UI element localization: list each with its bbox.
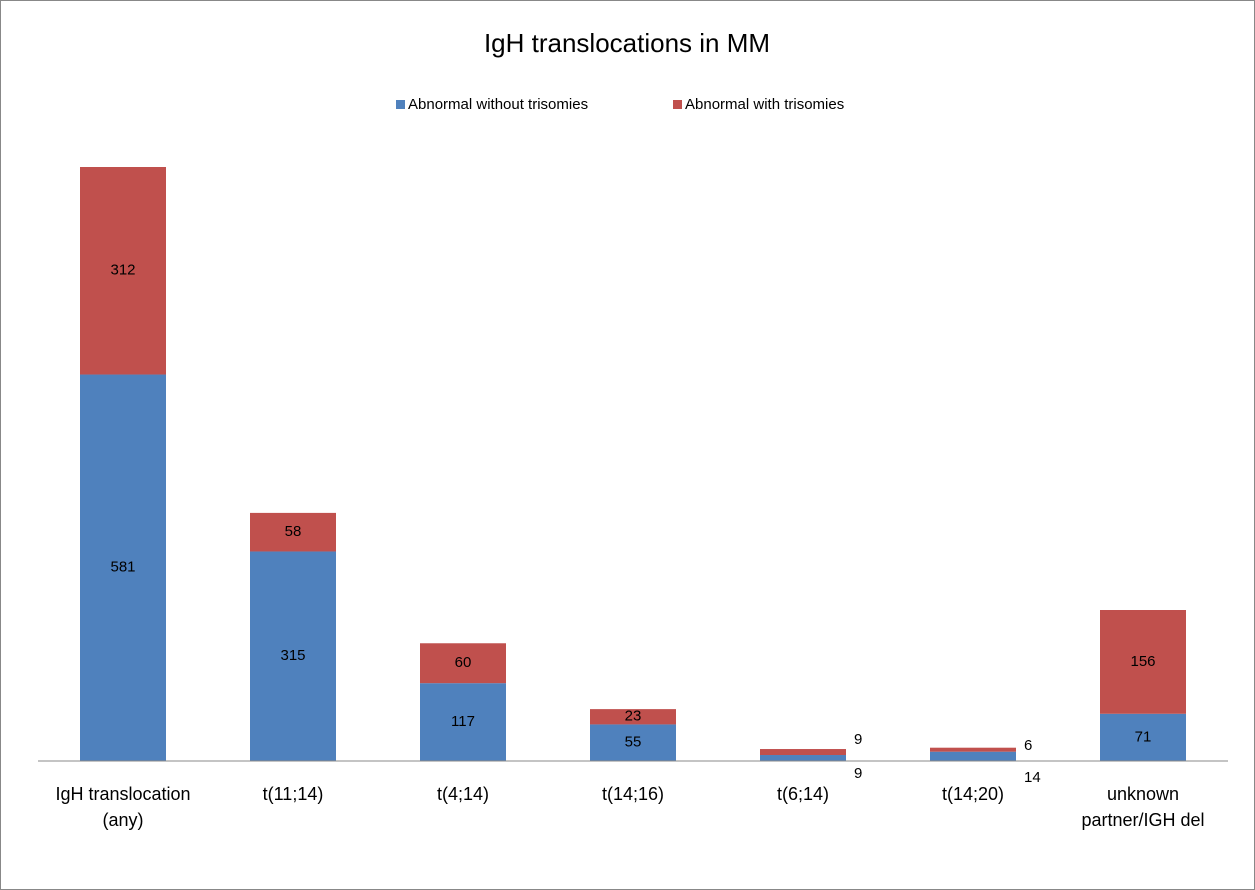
- bar-segment: [80, 167, 166, 375]
- bar-segment: [930, 747, 1016, 752]
- bar-segment: [250, 512, 336, 552]
- data-label: 9: [854, 765, 862, 782]
- x-tick-label: t(14;20): [941, 784, 1005, 804]
- bar-segment: [760, 755, 846, 761]
- bar-segment: [420, 643, 506, 684]
- data-label: 9: [854, 731, 862, 748]
- data-label: 315: [280, 647, 305, 664]
- data-label: 71: [1135, 728, 1152, 745]
- bar-segment: [590, 724, 676, 761]
- chart-title: IgH translocations in MM: [484, 28, 770, 58]
- data-label: 55: [625, 734, 642, 751]
- legend-label: Abnormal without trisomies: [408, 96, 588, 113]
- data-label: 23: [625, 708, 642, 725]
- x-tick-label: t(6;14): [776, 784, 830, 804]
- x-tick-label: unknown partner/IGH del: [1081, 784, 1205, 830]
- data-label: 581: [110, 559, 135, 576]
- bar-segment: [420, 683, 506, 761]
- bar-segment: [760, 749, 846, 756]
- x-tick-label: t(14;16): [601, 784, 665, 804]
- bar-segment: [1100, 713, 1186, 761]
- bar-segment: [250, 551, 336, 761]
- data-label: 58: [285, 523, 302, 540]
- data-label: 156: [1130, 653, 1155, 670]
- data-label: 14: [1024, 769, 1041, 786]
- bar-segment: [80, 374, 166, 761]
- x-tick-label: t(4;14): [436, 784, 490, 804]
- legend-swatch: [396, 100, 405, 109]
- x-tick-label: t(11;14): [262, 784, 324, 804]
- bar-segment: [930, 751, 1016, 761]
- bar-segment: [590, 709, 676, 725]
- legend-label: Abnormal with trisomies: [685, 96, 844, 113]
- data-label: 117: [451, 713, 475, 730]
- bar-segment: [1100, 610, 1186, 714]
- data-label: 312: [110, 262, 135, 279]
- data-label: 6: [1024, 737, 1032, 754]
- x-tick-label: IgH translocation (any): [55, 784, 191, 830]
- data-label: 60: [455, 654, 472, 671]
- legend-swatch: [673, 100, 682, 109]
